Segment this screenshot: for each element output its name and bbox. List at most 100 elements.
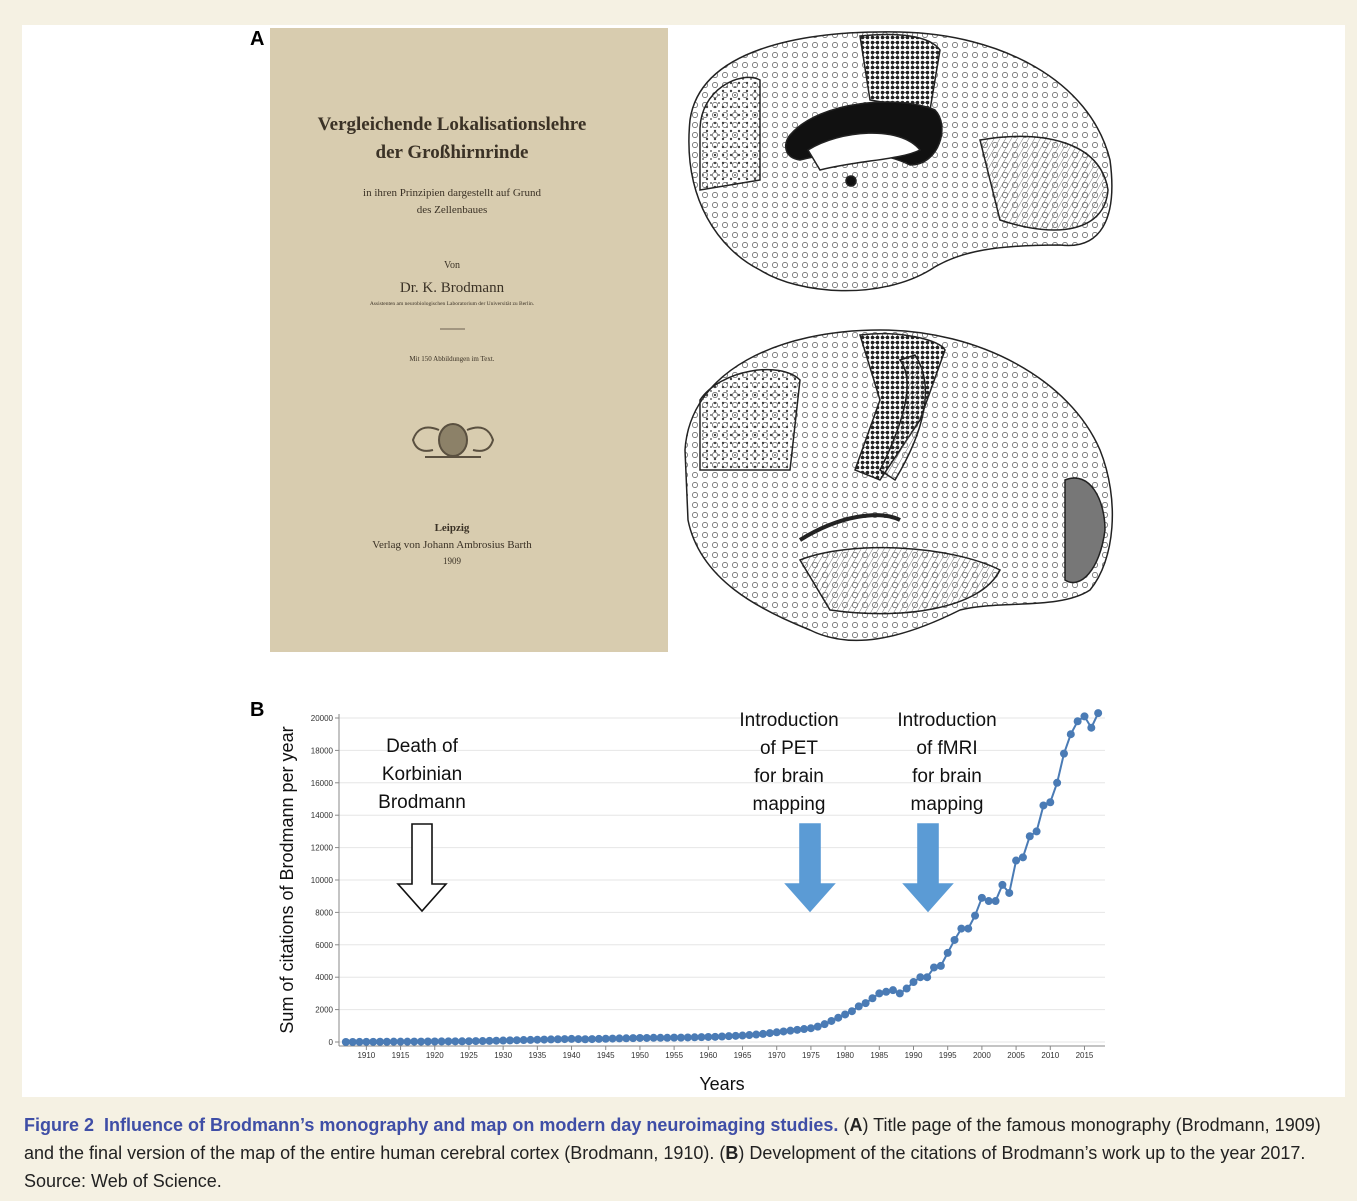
data-point: [540, 1036, 548, 1044]
data-point: [431, 1038, 439, 1046]
data-point: [786, 1027, 794, 1035]
book-title-page: Vergleichende Lokalisationslehre der Gro…: [270, 28, 668, 652]
data-point: [527, 1036, 535, 1044]
annotation-text: for brain: [912, 766, 982, 787]
annotation-text: of fMRI: [916, 738, 977, 759]
book-von: Von: [444, 260, 460, 271]
annotation-text: mapping: [753, 794, 826, 815]
data-point: [417, 1038, 425, 1046]
caption-label: Figure 2: [24, 1115, 94, 1135]
data-point: [356, 1038, 364, 1046]
data-point: [827, 1017, 835, 1025]
data-point: [458, 1037, 466, 1045]
x-tick-label: 2005: [1007, 1051, 1025, 1060]
annotation-text: mapping: [911, 794, 984, 815]
data-point: [752, 1031, 760, 1039]
data-point: [910, 978, 918, 986]
data-point: [369, 1038, 377, 1046]
x-tick-label: 2000: [973, 1051, 991, 1060]
data-point: [499, 1037, 507, 1045]
book-author: Dr. K. Brodmann: [400, 280, 505, 296]
data-point: [1080, 712, 1088, 720]
data-point: [506, 1036, 514, 1044]
data-point: [1046, 798, 1054, 806]
book-publisher: Verlag von Johann Ambrosius Barth: [372, 539, 532, 551]
data-point: [691, 1033, 699, 1041]
book-city: Leipzig: [435, 522, 470, 534]
data-point: [937, 962, 945, 970]
data-point: [882, 988, 890, 996]
data-point: [451, 1037, 459, 1045]
x-tick-label: 1975: [802, 1051, 820, 1060]
data-point: [1074, 717, 1082, 725]
data-point: [992, 897, 1000, 905]
data-point: [944, 949, 952, 957]
y-tick-label: 10000: [311, 876, 334, 885]
data-point: [793, 1026, 801, 1034]
data-point: [896, 989, 904, 997]
y-tick-label: 8000: [315, 908, 333, 917]
data-point: [862, 999, 870, 1007]
x-tick-label: 1950: [631, 1051, 649, 1060]
annotation-text: for brain: [754, 766, 824, 787]
data-point: [1053, 779, 1061, 787]
data-point: [615, 1034, 623, 1042]
x-tick-label: 1945: [597, 1051, 615, 1060]
figure-panel: [22, 25, 1345, 1097]
data-point: [800, 1025, 808, 1033]
caption-title: Influence of Brodmann’s monography and m…: [104, 1115, 838, 1135]
data-point: [581, 1035, 589, 1043]
data-point: [643, 1034, 651, 1042]
data-point: [588, 1035, 596, 1043]
x-tick-label: 2010: [1041, 1051, 1059, 1060]
annotation-text: Introduction: [897, 710, 996, 731]
book-title: der Großhirnrinde: [376, 142, 529, 163]
data-point: [951, 936, 959, 944]
page: A B Vergleichende Lokalisationslehre der…: [0, 0, 1357, 1201]
caption-panel-ref: A: [849, 1115, 862, 1135]
data-point: [650, 1034, 658, 1042]
data-point: [485, 1037, 493, 1045]
data-point: [978, 894, 986, 902]
data-point: [397, 1038, 405, 1046]
data-point: [533, 1036, 541, 1044]
x-tick-label: 1965: [734, 1051, 752, 1060]
data-point: [1033, 827, 1041, 835]
data-point: [745, 1031, 753, 1039]
data-point: [875, 989, 883, 997]
data-point: [814, 1023, 822, 1031]
data-point: [964, 925, 972, 933]
data-point: [903, 985, 911, 993]
data-point: [383, 1038, 391, 1046]
data-point: [362, 1038, 370, 1046]
x-tick-label: 1995: [939, 1051, 957, 1060]
x-tick-label: 1935: [528, 1051, 546, 1060]
annotation-text: Death of: [386, 736, 459, 757]
data-point: [868, 994, 876, 1002]
data-point: [1094, 709, 1102, 717]
book-subtitle: des Zellenbaues: [417, 204, 488, 216]
data-point: [663, 1034, 671, 1042]
data-point: [718, 1032, 726, 1040]
data-point: [349, 1038, 357, 1046]
book-title: Vergleichende Lokalisationslehre: [318, 114, 587, 135]
y-tick-label: 0: [329, 1038, 334, 1047]
data-point: [985, 897, 993, 905]
data-point: [957, 925, 965, 933]
data-point: [971, 912, 979, 920]
data-point: [568, 1035, 576, 1043]
y-axis-label: Sum of citations of Brodmann per year: [277, 726, 297, 1033]
annotation-text: Introduction: [739, 710, 838, 731]
data-point: [670, 1034, 678, 1042]
data-point: [390, 1038, 398, 1046]
y-tick-label: 18000: [311, 746, 334, 755]
data-point: [554, 1035, 562, 1043]
book-year: 1909: [443, 556, 462, 566]
data-point: [889, 986, 897, 994]
data-point: [1067, 730, 1075, 738]
x-tick-label: 1980: [836, 1051, 854, 1060]
x-tick-label: 2015: [1076, 1051, 1094, 1060]
data-point: [739, 1032, 747, 1040]
panel-label: A: [250, 28, 264, 50]
data-point: [677, 1034, 685, 1042]
